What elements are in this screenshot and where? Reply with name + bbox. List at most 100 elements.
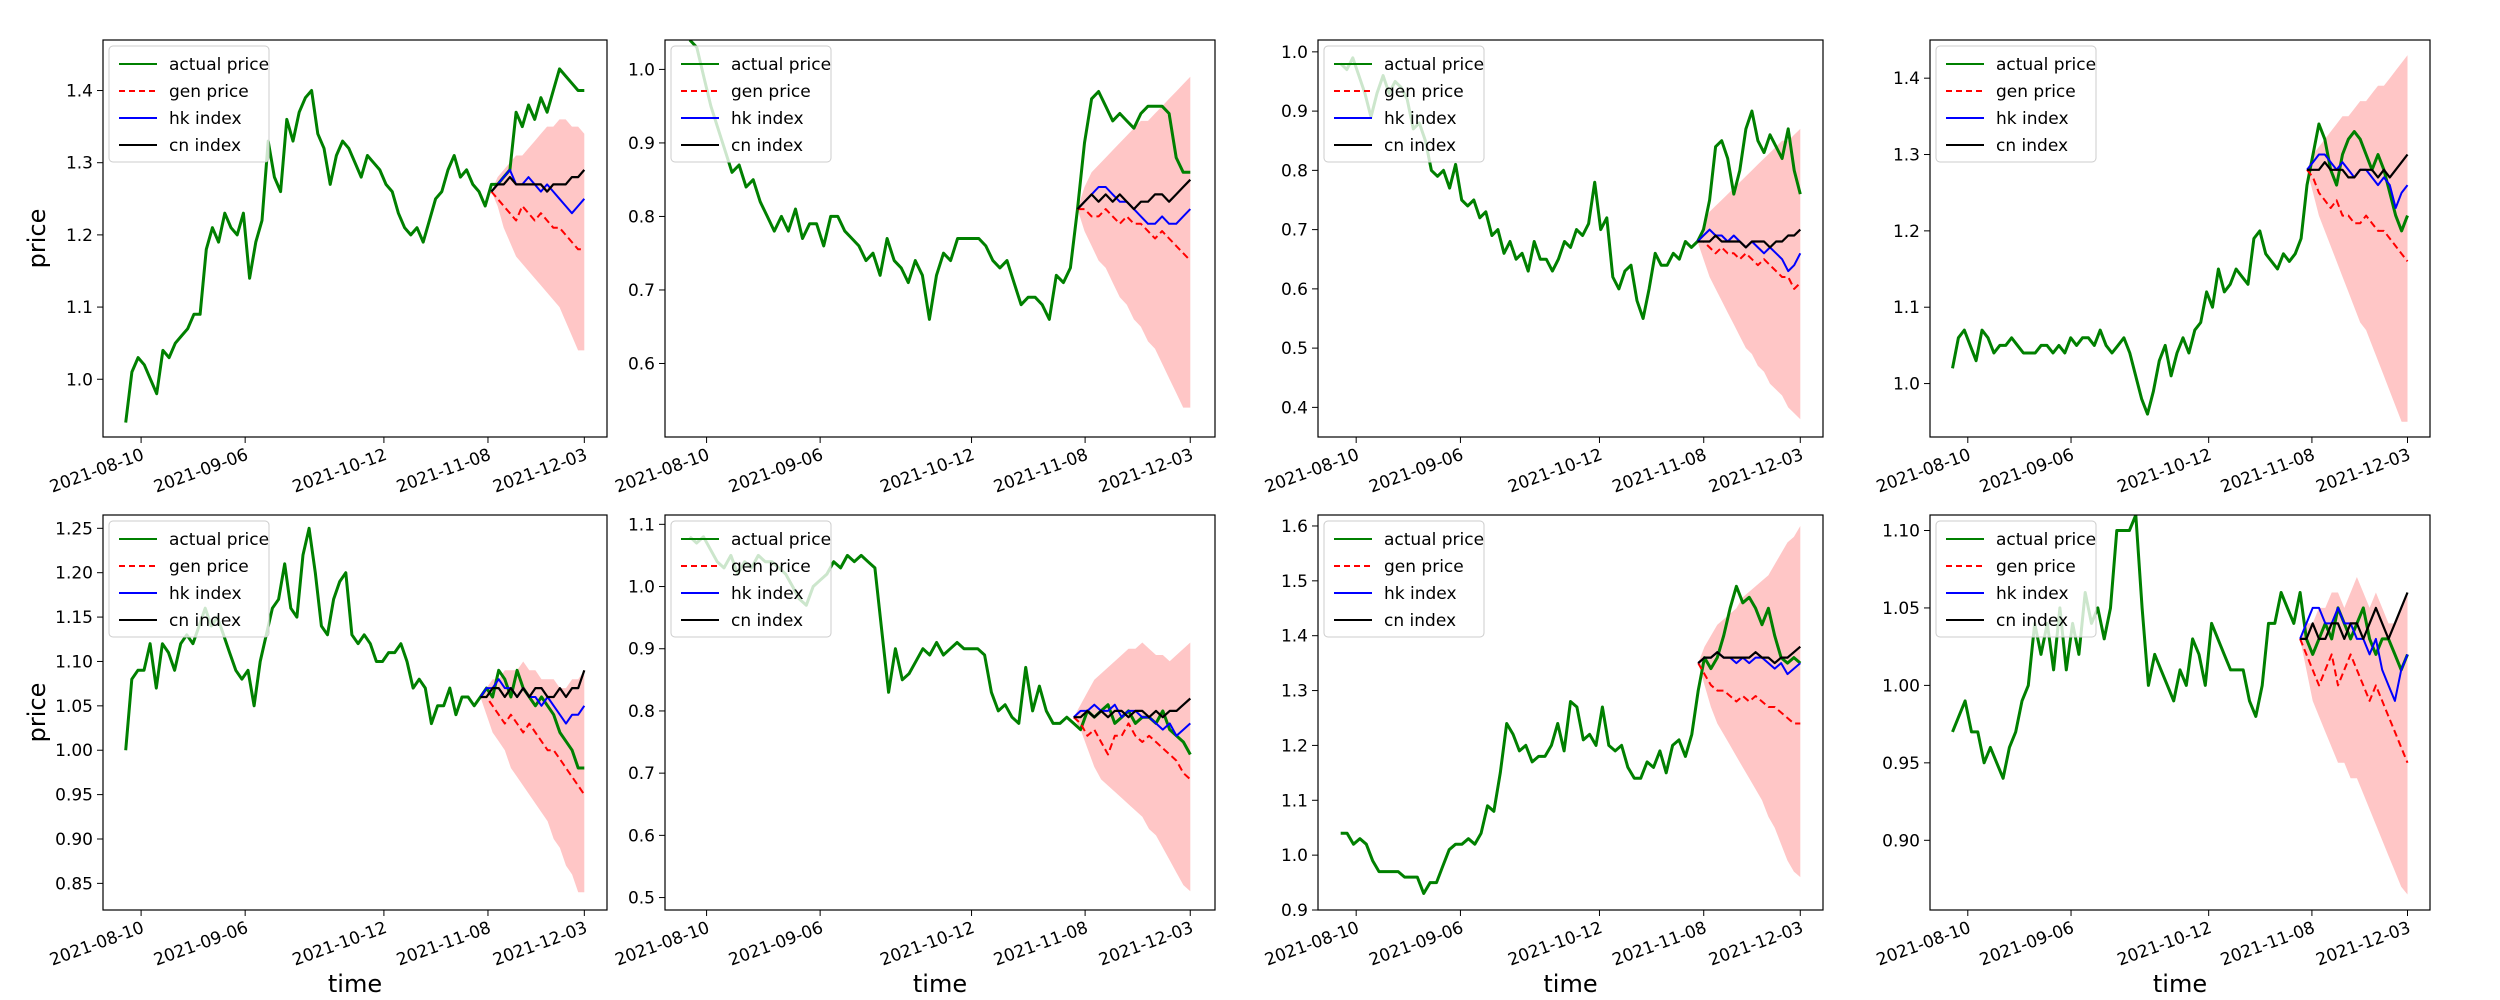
legend-gen-price-label: gen price (1996, 557, 2076, 577)
y-tick-label: 1.1 (66, 298, 93, 318)
y-tick-label: 1.00 (55, 741, 93, 761)
y-tick-label: 1.0 (1281, 43, 1308, 63)
legend-cn-index-label: cn index (169, 136, 241, 156)
x-tick-label: 2021-12-03 (2314, 445, 2414, 498)
y-tick-label: 1.3 (1893, 146, 1920, 166)
y-tick-label: 1.00 (1882, 676, 1920, 696)
x-tick-label: 2021-11-08 (1610, 918, 1710, 971)
y-tick-label: 1.3 (66, 154, 93, 174)
gen-price-line (2299, 638, 2409, 764)
plot-area (1951, 515, 2409, 895)
x-tick-label: 2021-10-12 (290, 445, 390, 498)
y-tick-label: 1.1 (628, 515, 655, 535)
y-tick-label: 1.05 (1882, 599, 1920, 619)
axes-frame (1929, 514, 2431, 911)
x-axis-label: time (328, 970, 382, 998)
x-axis-label: time (913, 970, 967, 998)
y-tick-label: 0.8 (628, 207, 655, 227)
legend-cn-index-label: cn index (169, 611, 241, 631)
legend-box (108, 45, 270, 163)
y-tick-label: 0.90 (55, 830, 93, 850)
plot-area (1340, 526, 1802, 895)
legend-cn-index-label: cn index (1996, 136, 2068, 156)
x-tick-label: 2021-11-08 (991, 445, 1091, 498)
y-tick-label: 0.9 (628, 640, 655, 660)
cn-index-line (1073, 697, 1192, 719)
x-tick-label: 2021-08-10 (1874, 445, 1974, 498)
hk-index-line (479, 678, 586, 725)
cn-index-line (1076, 178, 1192, 211)
y-tick-label: 0.6 (628, 826, 655, 846)
y-tick-label: 1.5 (1281, 572, 1308, 592)
x-tick-label: 2021-08-10 (613, 918, 713, 971)
y-tick-label: 1.10 (1882, 521, 1920, 541)
axes-frame (1929, 39, 2431, 438)
y-tick-label: 1.25 (55, 519, 93, 539)
gen-price-line (1077, 208, 1192, 262)
legend: actual price gen price hk index cn index (670, 45, 832, 163)
axes-frame (102, 39, 608, 438)
gen-price-line (1697, 662, 1801, 725)
gen-price-line (1697, 240, 1802, 290)
actual-price-line (688, 40, 1191, 321)
y-tick-label: 1.3 (1281, 682, 1308, 702)
legend: actual price gen price hk index cn index (1935, 45, 2097, 163)
legend-cn-index-label: cn index (731, 611, 803, 631)
gen-price-line (2306, 169, 2409, 263)
x-tick-label: 2021-10-12 (2115, 918, 2215, 971)
x-tick-label: 2021-08-10 (613, 445, 713, 498)
gen-price-band (2307, 55, 2408, 422)
legend-box (670, 520, 832, 638)
y-tick-label: 1.0 (628, 60, 655, 80)
y-tick-label: 0.9 (1281, 102, 1308, 122)
y-tick-label: 0.7 (1281, 221, 1308, 241)
legend: actual price gen price hk index cn index (108, 520, 270, 638)
x-tick-label: 2021-11-08 (991, 918, 1091, 971)
y-tick-label: 0.95 (1882, 754, 1920, 774)
y-tick-label: 0.8 (628, 702, 655, 722)
x-tick-label: 2021-10-12 (2115, 445, 2215, 498)
x-tick-label: 2021-09-06 (1366, 445, 1466, 498)
legend: actual price gen price hk index cn index (1323, 520, 1485, 638)
x-tick-label: 2021-12-03 (1096, 445, 1196, 498)
x-tick-label: 2021-09-06 (726, 445, 826, 498)
x-tick-label: 2021-11-08 (1610, 445, 1710, 498)
legend-box (1323, 45, 1485, 163)
plot-area (688, 535, 1192, 892)
legend-actual-price-label: actual price (1996, 530, 2096, 550)
y-tick-label: 1.2 (1281, 736, 1308, 756)
y-tick-label: 0.6 (1281, 280, 1308, 300)
y-tick-label: 1.2 (66, 226, 93, 246)
y-tick-label: 1.15 (55, 608, 93, 628)
x-tick-label: 2021-08-10 (1874, 918, 1974, 971)
x-tick-label: 2021-11-08 (2218, 918, 2318, 971)
legend-hk-index-label: hk index (1384, 109, 1457, 129)
axes-frame (664, 514, 1216, 911)
legend: actual price gen price hk index cn index (1935, 520, 2097, 638)
y-tick-label: 1.2 (1893, 222, 1920, 242)
x-tick-label: 2021-12-03 (490, 918, 590, 971)
y-tick-label: 1.6 (1281, 517, 1308, 537)
legend-cn-index-label: cn index (1384, 611, 1456, 631)
legend-actual-price-label: actual price (731, 530, 831, 550)
legend-cn-index-label: cn index (1996, 611, 2068, 631)
y-tick-label: 0.8 (1281, 161, 1308, 181)
legend-actual-price-label: actual price (1384, 530, 1484, 550)
cn-index-line (1697, 228, 1802, 249)
x-tick-label: 2021-11-08 (2218, 445, 2318, 498)
y-tick-label: 0.95 (55, 786, 93, 806)
legend-gen-price-label: gen price (169, 557, 249, 577)
plot-area (124, 67, 586, 423)
hk-index-line (2299, 606, 2409, 702)
gen-price-band (1077, 76, 1191, 408)
y-axis-label: price (23, 209, 51, 269)
y-tick-label: 1.20 (55, 564, 93, 584)
x-tick-label: 2021-10-12 (1505, 445, 1605, 498)
gen-price-band (2300, 577, 2408, 895)
x-tick-label: 2021-09-06 (726, 918, 826, 971)
legend-box (1935, 520, 2097, 638)
chart-panel-5: 0.85 0.90 0.95 1.00 1.05 1.10 1.15 1.20 1.25 2021… (23, 514, 608, 998)
legend-hk-index-label: hk index (169, 109, 242, 129)
x-tick-label: 2021-10-12 (878, 918, 978, 971)
legend-box (108, 520, 270, 638)
